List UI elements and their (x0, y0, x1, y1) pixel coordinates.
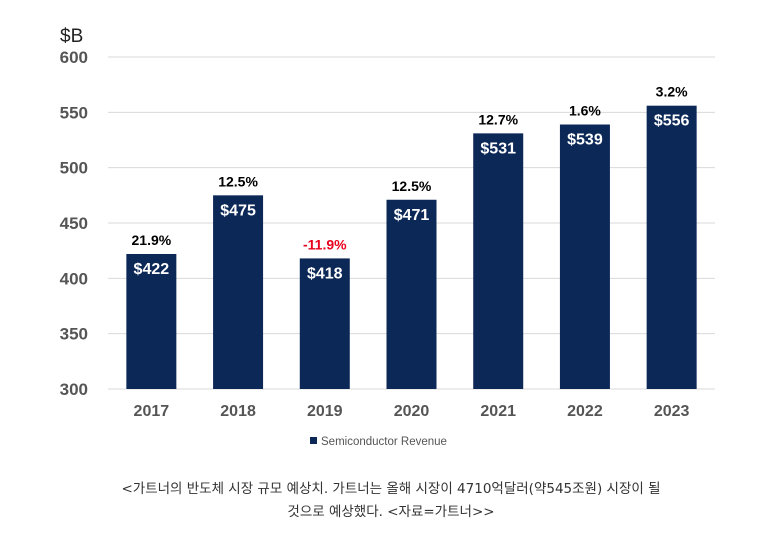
y-tick-label: 350 (60, 325, 88, 344)
bars: $422 21.9% 2017 $475 12.5% 2018 $418 -11.9% 2019… (126, 84, 697, 420)
bar-value-label: $556 (654, 113, 690, 130)
legend-swatch (310, 437, 317, 444)
x-tick-label: 2018 (220, 403, 256, 420)
x-tick-label: 2022 (567, 403, 603, 420)
x-tick-label: 2023 (654, 403, 690, 420)
y-tick-label: 300 (60, 380, 88, 399)
bar-value-label: $471 (394, 207, 430, 224)
growth-label: 21.9% (132, 232, 172, 248)
caption-line-2: 것으로 예상했다. <자료=가트너>> (287, 504, 495, 520)
growth-label: -11.9% (303, 236, 347, 252)
y-tick-label: 500 (60, 159, 88, 178)
x-tick-label: 2019 (307, 403, 343, 420)
caption: <가트너의 반도체 시장 규모 예상치. 가트너는 올해 시장이 4710억달러… (0, 478, 782, 524)
bar-2022 (559, 124, 610, 390)
bar-2020 (386, 199, 437, 389)
bar-value-label: $422 (134, 261, 170, 278)
caption-line-1: <가트너의 반도체 시장 규모 예상치. 가트너는 올해 시장이 4710억달러… (121, 481, 661, 497)
growth-label: 12.5% (392, 178, 432, 194)
y-tick-label: 450 (60, 214, 88, 233)
growth-label: 12.5% (218, 173, 258, 189)
bar-2017 (126, 253, 177, 389)
x-tick-label: 2021 (480, 403, 516, 420)
legend-label: Semiconductor Revenue (321, 436, 447, 448)
bar-value-label: $418 (307, 265, 343, 282)
y-tick-label: 600 (60, 48, 88, 67)
y-axis-ticks: 300 350 400 450 500 550 600 (60, 48, 88, 399)
growth-label: 12.7% (478, 111, 518, 127)
bar-value-label: $531 (480, 140, 516, 157)
bar-2018 (213, 195, 264, 389)
bar-2021 (473, 133, 524, 389)
bar-value-label: $539 (567, 132, 603, 149)
growth-label: 3.2% (656, 84, 688, 100)
x-tick-label: 2020 (394, 403, 430, 420)
x-tick-label: 2017 (134, 403, 170, 420)
legend: Semiconductor Revenue (310, 436, 447, 448)
bar-2023 (646, 105, 697, 390)
y-axis-label: $B (60, 26, 83, 47)
growth-label: 1.6% (569, 103, 601, 119)
bar-value-label: $475 (220, 202, 256, 219)
y-tick-label: 400 (60, 269, 88, 288)
bar-2019 (299, 258, 350, 389)
y-tick-label: 550 (60, 103, 88, 122)
